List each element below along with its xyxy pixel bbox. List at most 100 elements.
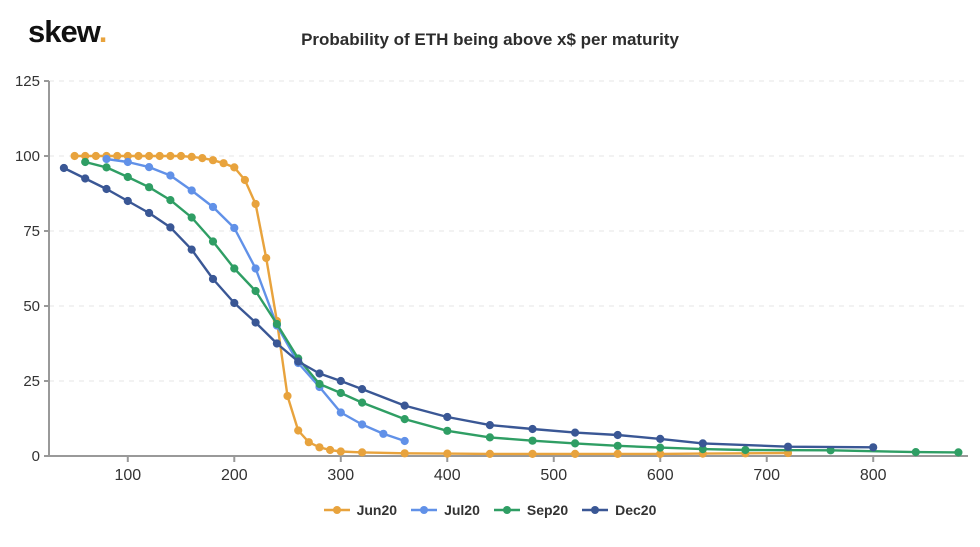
- data-point-sep20: [911, 448, 920, 457]
- y-axis-label: 0: [32, 448, 40, 465]
- data-point-jun20: [400, 449, 409, 458]
- data-point-dec20: [315, 369, 324, 378]
- x-axis-label: 500: [540, 467, 567, 484]
- data-point-jun20: [251, 199, 260, 209]
- data-point-jul20: [208, 202, 218, 212]
- data-point-dec20: [336, 376, 345, 386]
- legend-label: Dec20: [615, 502, 657, 518]
- data-point-jul20: [187, 186, 196, 195]
- data-point-jul20: [166, 171, 175, 180]
- data-point-dec20: [783, 442, 793, 451]
- data-point-sep20: [954, 448, 963, 457]
- data-point-sep20: [826, 446, 835, 455]
- data-point-jun20: [187, 152, 196, 161]
- data-point-jun20: [123, 151, 132, 161]
- data-point-sep20: [230, 264, 239, 273]
- legend-label: Jul20: [444, 502, 480, 518]
- data-point-dec20: [81, 174, 90, 183]
- skew-logo-text: skew: [28, 14, 100, 49]
- legend-marker-jun20-icon: [323, 506, 350, 514]
- data-point-jul20: [102, 154, 111, 164]
- data-point-sep20: [741, 445, 750, 455]
- data-point-dec20: [613, 430, 622, 440]
- data-point-jun20: [294, 426, 303, 435]
- skew-logo-dot: .: [98, 14, 108, 49]
- data-point-sep20: [528, 436, 537, 445]
- data-point-jun20: [113, 151, 122, 161]
- x-axis-label: 600: [647, 467, 674, 484]
- legend-marker-dec20-icon: [582, 506, 609, 514]
- data-point-sep20: [187, 213, 196, 222]
- data-point-sep20: [102, 163, 111, 172]
- data-point-jul20: [336, 408, 345, 417]
- data-point-jun20: [219, 159, 228, 168]
- data-point-dec20: [123, 196, 132, 206]
- data-point-dec20: [358, 385, 367, 394]
- data-point-jul20: [123, 157, 132, 167]
- data-point-jul20: [145, 163, 154, 172]
- data-point-dec20: [485, 421, 494, 430]
- x-axis-label: 100: [114, 467, 141, 484]
- data-point-jun20: [613, 449, 622, 458]
- data-point-jun20: [70, 151, 79, 161]
- x-axis-label: 800: [860, 467, 887, 484]
- y-axis-label: 50: [23, 298, 40, 315]
- data-point-jun20: [176, 151, 186, 161]
- data-point-jun20: [208, 156, 218, 165]
- y-axis-label: 25: [23, 373, 40, 390]
- legend-item-sep20[interactable]: Sep20: [493, 502, 568, 518]
- data-point-jun20: [240, 175, 249, 185]
- data-point-dec20: [102, 184, 111, 194]
- data-point-dec20: [59, 163, 68, 173]
- data-point-dec20: [272, 339, 281, 348]
- data-point-jun20: [283, 391, 292, 401]
- y-axis-label: 100: [15, 148, 40, 165]
- skew-logo: skew.: [28, 14, 108, 50]
- data-point-jun20: [315, 443, 324, 452]
- data-point-dec20: [251, 318, 260, 327]
- data-point-dec20: [187, 245, 196, 254]
- data-point-jun20: [81, 151, 90, 161]
- data-point-jun20: [155, 151, 164, 161]
- data-point-dec20: [208, 274, 218, 284]
- data-point-sep20: [272, 319, 281, 329]
- data-point-jun20: [262, 253, 271, 263]
- legend-item-jul20[interactable]: Jul20: [411, 502, 480, 518]
- legend-marker-jul20-icon: [411, 506, 438, 514]
- data-point-sep20: [485, 433, 494, 442]
- data-point-sep20: [166, 196, 175, 205]
- x-axis-label: 200: [221, 467, 248, 484]
- data-point-dec20: [443, 412, 452, 422]
- chart-title: Probability of ETH being above x$ per ma…: [301, 30, 679, 49]
- legend-item-jun20[interactable]: Jun20: [323, 502, 397, 518]
- data-point-jun20: [656, 449, 665, 458]
- data-point-dec20: [230, 298, 239, 308]
- legend-item-dec20[interactable]: Dec20: [582, 502, 656, 518]
- data-point-jun20: [230, 163, 239, 172]
- data-point-jul20: [400, 436, 409, 446]
- data-point-dec20: [145, 208, 154, 218]
- data-point-sep20: [336, 388, 345, 398]
- data-point-dec20: [528, 424, 537, 434]
- data-point-jun20: [326, 445, 335, 455]
- data-point-sep20: [656, 443, 665, 452]
- data-point-sep20: [400, 415, 409, 424]
- data-point-sep20: [315, 379, 324, 389]
- data-point-jun20: [443, 449, 452, 458]
- data-point-dec20: [166, 223, 175, 232]
- data-point-jun20: [485, 449, 494, 458]
- data-point-sep20: [358, 398, 367, 407]
- data-point-dec20: [698, 439, 707, 448]
- data-point-sep20: [571, 439, 580, 448]
- series-line-jun20: [73, 154, 790, 456]
- x-axis-label: 400: [434, 467, 461, 484]
- data-point-sep20: [443, 426, 452, 435]
- data-point-jun20: [134, 151, 143, 161]
- data-point-sep20: [251, 286, 260, 296]
- data-point-jul20: [251, 264, 260, 273]
- chart-legend: Jun20 Jul20 Sep20 Dec20: [0, 502, 980, 518]
- data-point-sep20: [613, 441, 622, 450]
- data-point-dec20: [571, 428, 580, 437]
